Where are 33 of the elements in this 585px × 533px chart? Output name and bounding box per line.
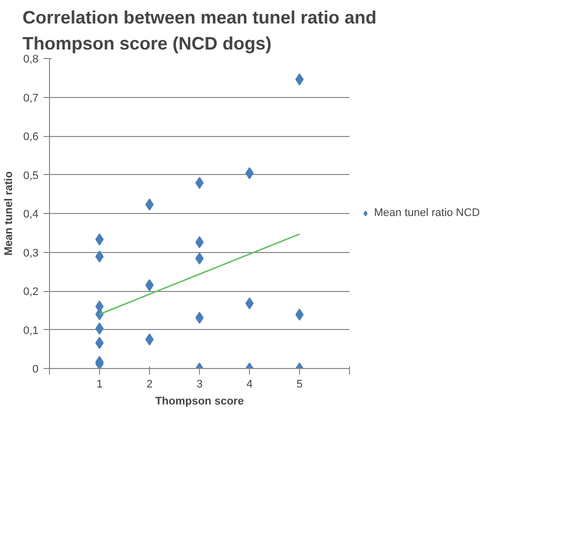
x-tick-label: 5 — [296, 378, 303, 390]
y-tick-label: 0,8 — [23, 54, 39, 66]
y-tick-label: 0,7 — [23, 92, 39, 104]
point — [95, 233, 104, 246]
chart-title: Correlation between mean tunel ratio and Thompson score (NCD dogs) — [22, 8, 377, 54]
point — [195, 176, 204, 189]
y-tick-label: 0,6 — [23, 131, 39, 143]
point — [145, 279, 154, 292]
y-tick-label: 0 — [32, 364, 39, 376]
y-tick-label: 0,4 — [23, 208, 39, 220]
point — [95, 336, 104, 349]
x-tick-label: 2 — [146, 378, 153, 390]
point — [195, 312, 204, 324]
point — [95, 250, 104, 263]
y-tick-label: 0,3 — [23, 247, 39, 260]
point — [195, 236, 204, 248]
y-tick-label: 0,5 — [23, 170, 39, 182]
y-tick-label: 0,2 — [23, 286, 39, 298]
point — [295, 308, 304, 321]
point — [195, 252, 204, 264]
x-tick-label: 3 — [196, 378, 203, 390]
point — [295, 73, 304, 86]
y-tick-label: 0,1 — [23, 324, 39, 337]
point — [245, 297, 254, 310]
x-tick-label: 1 — [96, 378, 103, 390]
x-tick-label: 4 — [246, 378, 253, 390]
point — [145, 333, 154, 346]
x-axis-title: Thompson score — [155, 396, 244, 408]
point — [245, 167, 254, 180]
point — [95, 322, 104, 335]
point — [145, 198, 154, 211]
y-axis-title: Mean tunel ratio — [3, 171, 16, 256]
legend-label: Mean tunel ratio NCD — [374, 207, 480, 219]
